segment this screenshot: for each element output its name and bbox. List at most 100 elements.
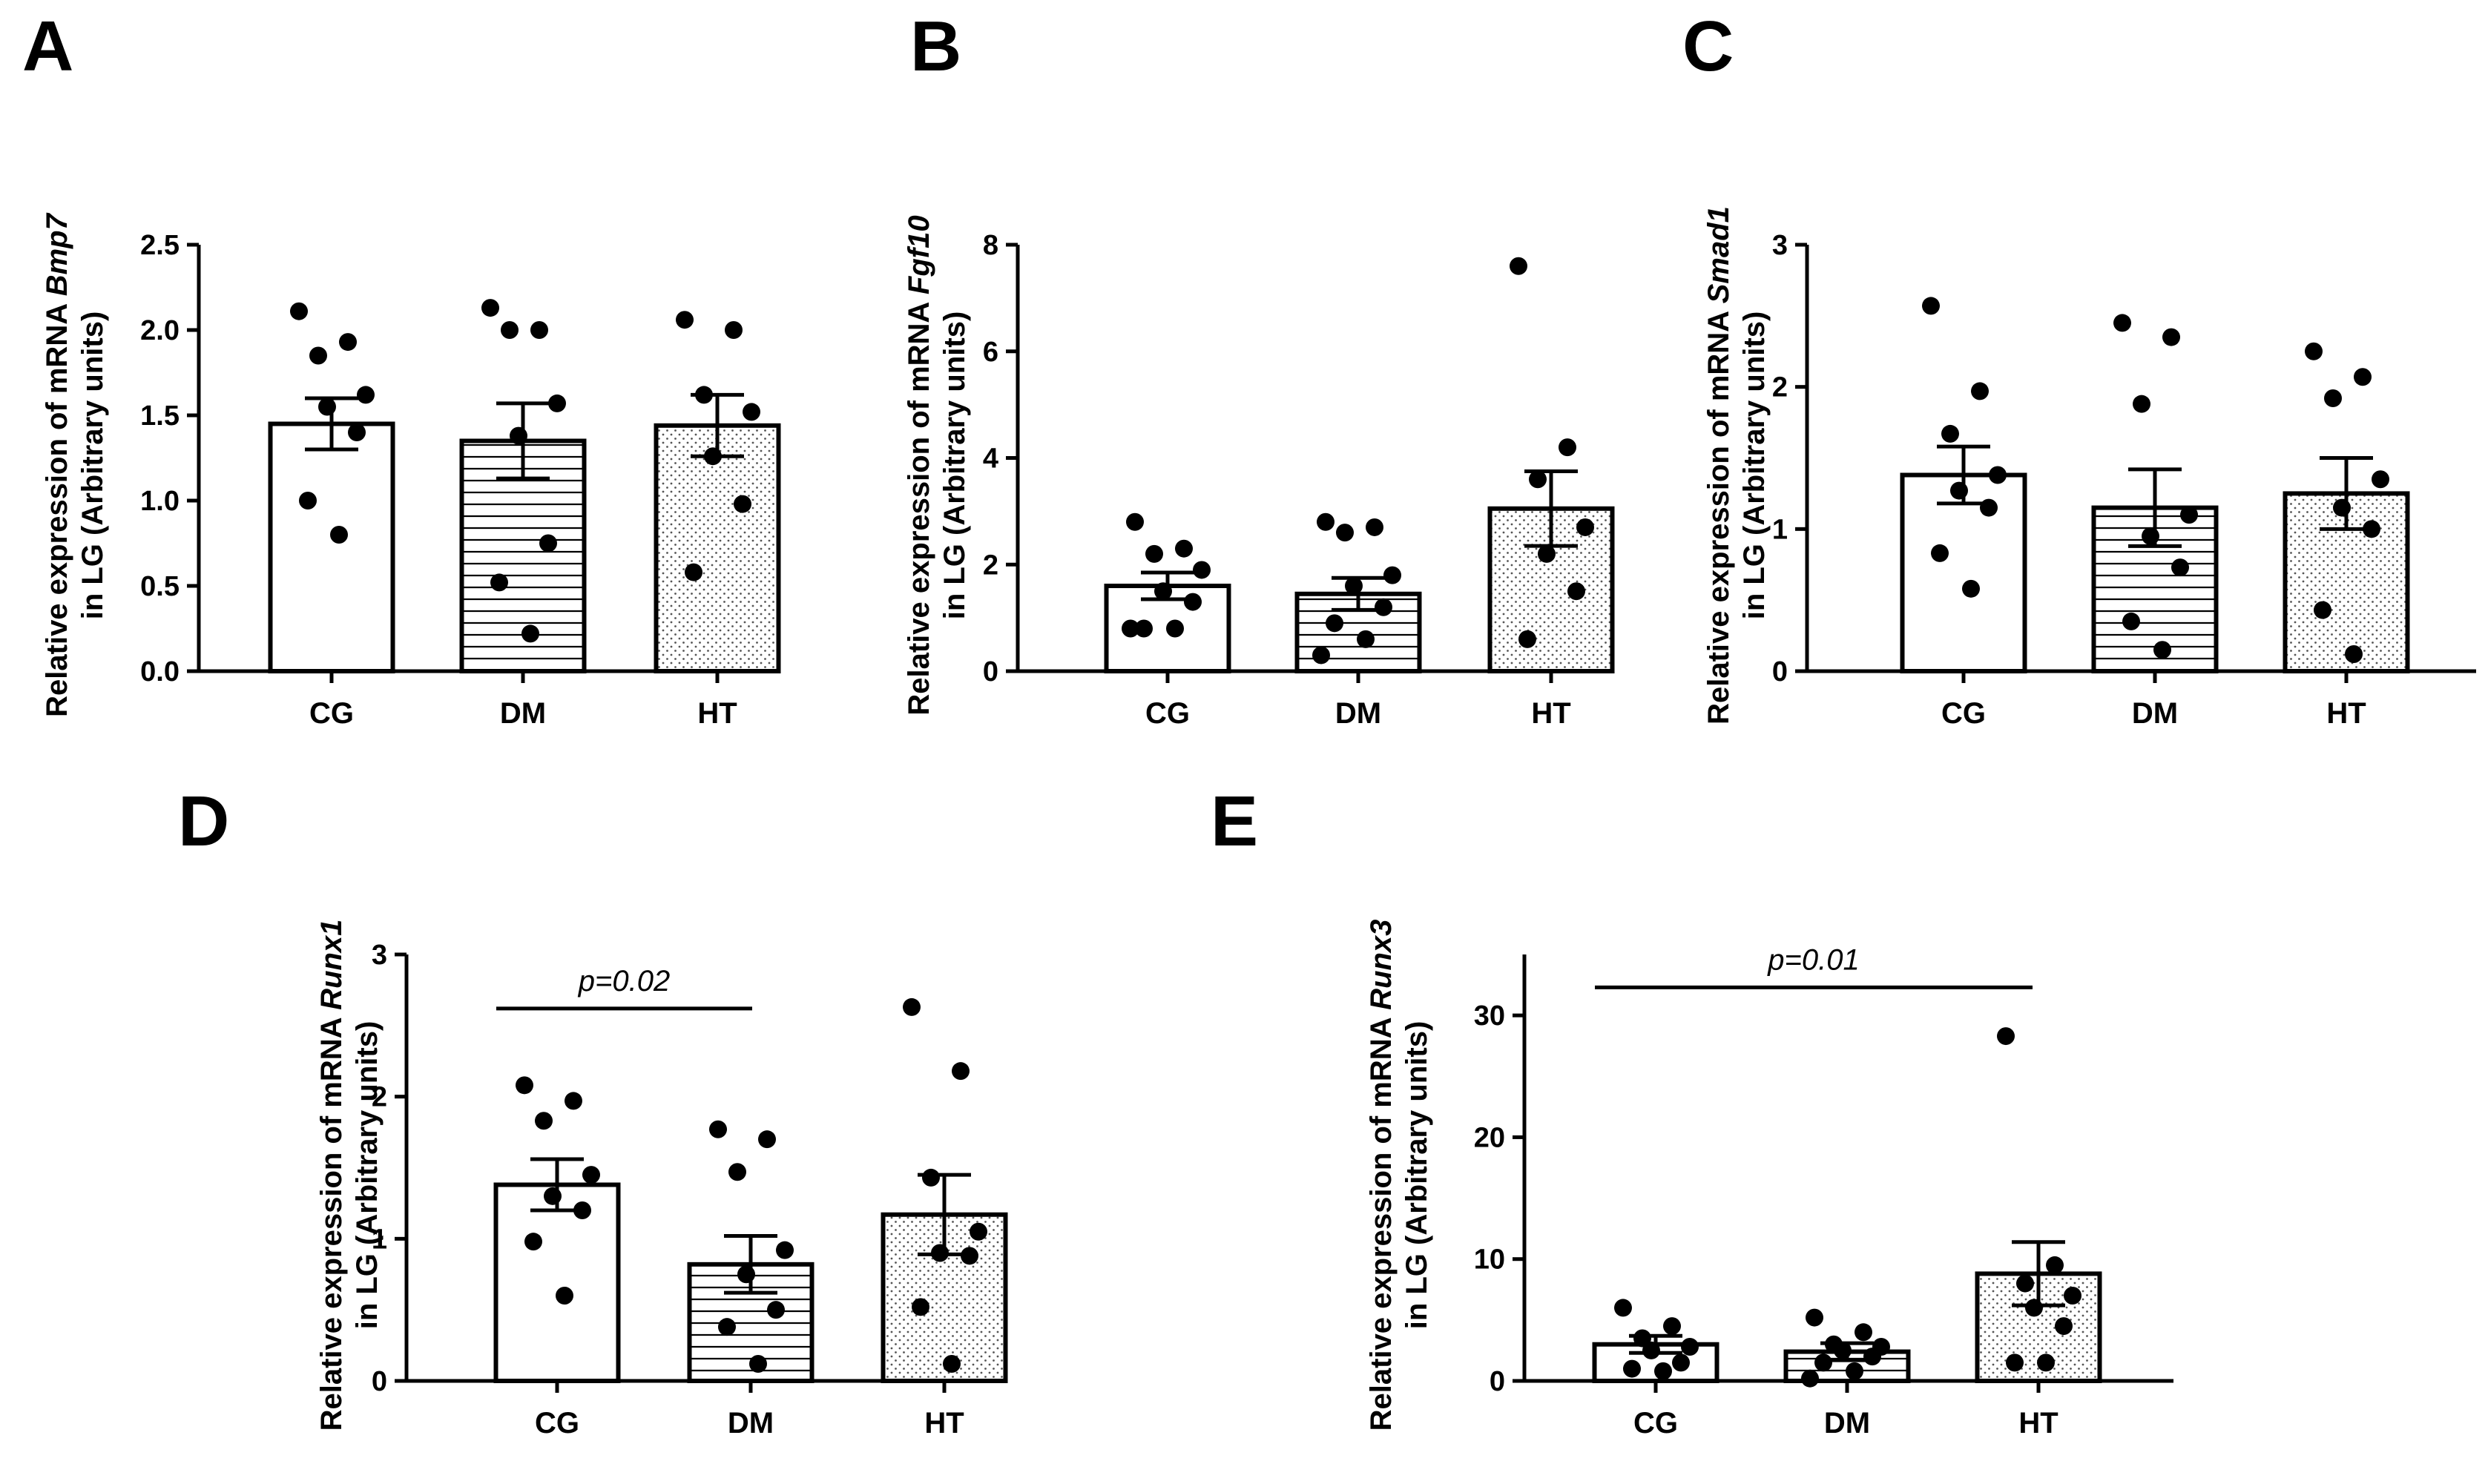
data-point-cg xyxy=(1145,544,1163,563)
data-point-ht xyxy=(903,997,921,1016)
y-tick-label: 0.0 xyxy=(140,656,180,687)
x-tick-label: DM xyxy=(1335,697,1381,730)
gene-name: Runx1 xyxy=(315,920,348,1010)
data-point-dm xyxy=(2153,641,2171,659)
bar-ht xyxy=(654,423,781,673)
data-point-cg xyxy=(309,346,327,365)
data-point-dm xyxy=(749,1355,767,1373)
x-tick-label: CG xyxy=(1941,697,1986,730)
x-tick-label: CG xyxy=(535,1407,579,1440)
data-point-dm xyxy=(1846,1362,1863,1380)
data-point-cg xyxy=(1126,512,1144,531)
x-tick-label: HT xyxy=(697,697,737,730)
data-point-dm xyxy=(1336,524,1354,542)
data-point-ht xyxy=(952,1062,970,1081)
data-point-dm xyxy=(2113,314,2131,332)
data-point-ht xyxy=(704,447,722,466)
data-point-cg xyxy=(330,526,348,544)
y-tick-label: 1.0 xyxy=(140,486,180,517)
data-point-cg xyxy=(544,1187,562,1205)
y-tick-label: 2.0 xyxy=(140,315,180,346)
error-bar-dm xyxy=(724,1234,777,1295)
bar-ht xyxy=(1487,506,1615,673)
data-point-cg xyxy=(1166,619,1184,638)
panel-a: A 0.0 0.5 1.0 1.5 2.0 2.5 CG DM HT Relative expres… xyxy=(22,7,781,730)
data-point-ht xyxy=(1559,438,1576,457)
data-point-cg xyxy=(1980,498,1998,517)
data-point-ht xyxy=(1538,544,1556,563)
data-point-cg xyxy=(357,386,375,404)
data-point-ht xyxy=(912,1298,929,1316)
data-point-cg xyxy=(1663,1317,1681,1336)
data-point-cg xyxy=(1633,1329,1651,1348)
data-point-cg xyxy=(1642,1341,1660,1359)
data-point-ht xyxy=(695,386,713,404)
y-tick-label: 0.5 xyxy=(140,571,180,602)
y-axis-label-line1: Relative expression of mRNA Runx1 xyxy=(315,920,348,1431)
data-point-cg xyxy=(1962,579,1980,598)
data-point-ht xyxy=(2372,470,2389,489)
y-tick-label: 3 xyxy=(1772,230,1788,261)
panel-letter: C xyxy=(1682,7,1734,86)
data-point-ht xyxy=(2363,520,2380,538)
data-point-cg xyxy=(1941,424,1959,443)
panel-c: C 0 1 2 3 CG DM HT Relative expression of mRNA S… xyxy=(1682,7,2476,730)
data-point-cg xyxy=(1950,481,1968,500)
data-point-cg xyxy=(1175,539,1193,558)
y-tick-label: 2.5 xyxy=(140,230,180,261)
y-tick-label: 0 xyxy=(1490,1366,1505,1397)
data-point-cg xyxy=(1614,1299,1632,1317)
data-point-dm xyxy=(510,426,527,445)
x-tick-label: HT xyxy=(1531,697,1570,730)
data-point-ht xyxy=(2025,1299,2043,1317)
data-point-cg xyxy=(1154,582,1172,601)
data-point-cg xyxy=(1989,466,2007,484)
x-tick-label: CG xyxy=(1145,697,1190,730)
data-point-dm xyxy=(776,1241,794,1259)
data-point-cg xyxy=(1135,619,1153,638)
data-point-ht xyxy=(725,321,743,339)
data-point-dm xyxy=(1814,1353,1832,1372)
y-tick-label: 2 xyxy=(1772,372,1788,403)
y-axis-label-line2: in LG (Arbitrary units) xyxy=(1401,1021,1433,1330)
data-point-cg xyxy=(535,1112,553,1130)
gene-name: Smad1 xyxy=(1702,206,1735,303)
data-point-ht xyxy=(1576,518,1594,536)
data-point-dm xyxy=(2171,558,2189,577)
panel-letter: E xyxy=(1211,782,1258,861)
gene-name: Fgf10 xyxy=(903,215,935,294)
data-point-dm xyxy=(548,394,566,412)
panel-d: D 0 1 2 3 CG DM HT Relative expression of mRNA R… xyxy=(178,782,1008,1440)
y-tick-label: 30 xyxy=(1474,1000,1505,1032)
data-point-dm xyxy=(737,1265,755,1284)
data-point-cg xyxy=(1193,561,1211,579)
data-point-cg xyxy=(556,1287,573,1305)
data-point-ht xyxy=(1529,470,1547,489)
y-axis-label-line2: in LG (Arbitrary units) xyxy=(351,1021,384,1330)
data-point-dm xyxy=(1806,1308,1823,1327)
data-point-dm xyxy=(1326,614,1343,633)
data-point-dm xyxy=(530,321,548,339)
x-tick-label: DM xyxy=(728,1407,774,1440)
gene-name: Runx3 xyxy=(1365,920,1398,1010)
y-axis-label-line1: Relative expression of mRNA Fgf10 xyxy=(903,215,935,715)
data-point-dm xyxy=(1863,1348,1881,1366)
data-point-ht xyxy=(734,495,751,513)
data-point-dm xyxy=(490,573,508,592)
y-axis-label-line2: in LG (Arbitrary units) xyxy=(1738,311,1771,620)
y-axis-label-line1: Relative expression of mRNA Runx3 xyxy=(1365,920,1398,1431)
x-tick-label: DM xyxy=(500,697,546,730)
data-point-ht xyxy=(2016,1274,2034,1293)
data-point-ht xyxy=(1518,630,1536,648)
data-point-dm xyxy=(1375,598,1392,616)
data-point-dm xyxy=(539,534,557,553)
data-point-ht xyxy=(685,563,702,581)
bar-cg xyxy=(268,421,395,673)
data-point-dm xyxy=(1366,518,1383,536)
data-point-ht xyxy=(943,1355,961,1373)
data-point-ht xyxy=(743,403,760,421)
y-tick-label: 8 xyxy=(983,230,998,261)
data-point-cg xyxy=(1681,1338,1699,1356)
data-point-dm xyxy=(767,1301,785,1319)
